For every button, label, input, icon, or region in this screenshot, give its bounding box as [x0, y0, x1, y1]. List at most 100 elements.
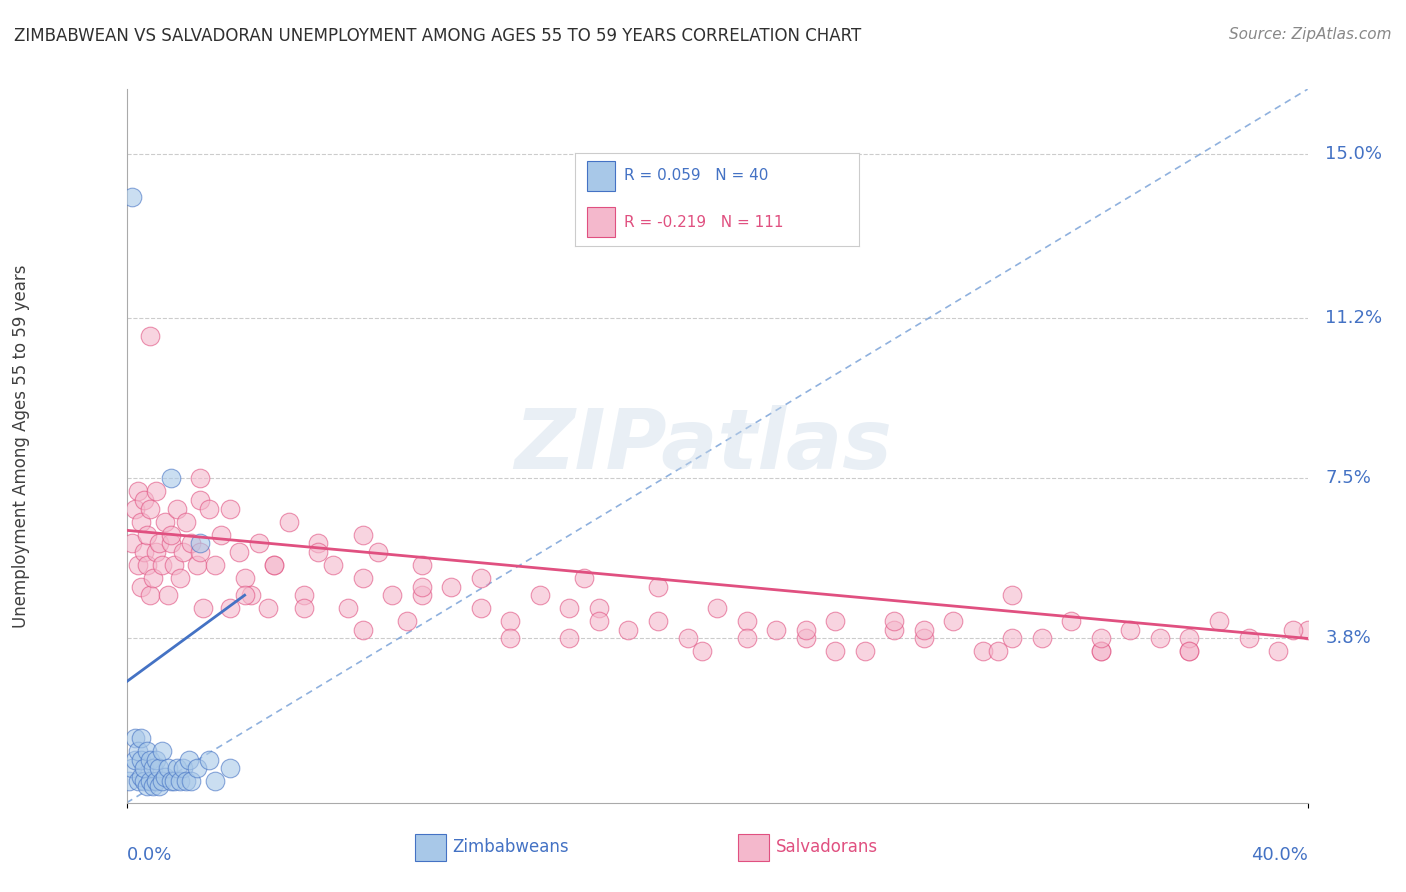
Point — [150, 744, 173, 758]
Point — [180, 536, 202, 550]
Point — [174, 774, 197, 789]
Point — [177, 753, 200, 767]
Point — [134, 774, 156, 789]
Point — [139, 588, 162, 602]
Point — [136, 779, 159, 793]
Point — [233, 588, 256, 602]
Point — [150, 774, 173, 789]
Point — [124, 731, 146, 745]
Point — [219, 761, 242, 775]
Point — [159, 774, 183, 789]
Text: ZIMBABWEAN VS SALVADORAN UNEMPLOYMENT AMONG AGES 55 TO 59 YEARS CORRELATION CHAR: ZIMBABWEAN VS SALVADORAN UNEMPLOYMENT AM… — [14, 27, 862, 45]
Point — [1178, 644, 1201, 658]
Point — [163, 774, 186, 789]
Bar — [586, 207, 614, 237]
Point — [188, 471, 211, 485]
Point — [129, 753, 153, 767]
Point — [352, 527, 374, 541]
Point — [159, 471, 183, 485]
Text: 15.0%: 15.0% — [1326, 145, 1382, 163]
Point — [292, 601, 315, 615]
Point — [278, 515, 301, 529]
Text: Salvadorans: Salvadorans — [776, 838, 879, 856]
Point — [198, 501, 221, 516]
Point — [134, 545, 156, 559]
Point — [127, 558, 149, 572]
Point — [139, 501, 162, 516]
Point — [129, 731, 153, 745]
Text: Unemployment Among Ages 55 to 59 years: Unemployment Among Ages 55 to 59 years — [13, 264, 30, 628]
Point — [574, 571, 596, 585]
Point — [1001, 632, 1024, 646]
Text: 0.0%: 0.0% — [127, 846, 172, 864]
Point — [233, 571, 256, 585]
Point — [186, 761, 208, 775]
Point — [1282, 623, 1305, 637]
Point — [124, 753, 146, 767]
Point — [145, 484, 167, 499]
Point — [219, 601, 242, 615]
Point — [188, 545, 211, 559]
Point — [239, 588, 262, 602]
Point — [381, 588, 404, 602]
Point — [794, 623, 817, 637]
Point — [765, 623, 787, 637]
Point — [853, 644, 876, 658]
Text: R = -0.219   N = 111: R = -0.219 N = 111 — [623, 215, 783, 229]
Point — [136, 558, 159, 572]
Point — [1178, 632, 1201, 646]
Text: ZIPatlas: ZIPatlas — [515, 406, 891, 486]
Point — [148, 779, 170, 793]
Point — [1090, 644, 1112, 658]
Point — [1237, 632, 1260, 646]
Point — [127, 744, 149, 758]
Point — [794, 632, 817, 646]
Point — [134, 493, 156, 508]
Point — [198, 753, 221, 767]
Point — [153, 770, 176, 784]
Point — [159, 536, 183, 550]
Point — [883, 623, 905, 637]
Point — [1119, 623, 1142, 637]
Point — [499, 614, 522, 628]
Point — [1090, 644, 1112, 658]
Bar — [586, 161, 614, 191]
Point — [972, 644, 994, 658]
Point — [193, 601, 215, 615]
Point — [180, 774, 202, 789]
Point — [470, 601, 492, 615]
Point — [735, 614, 758, 628]
Point — [396, 614, 419, 628]
Point — [499, 632, 522, 646]
Point — [912, 623, 935, 637]
Point — [307, 536, 329, 550]
Point — [204, 774, 226, 789]
Text: 11.2%: 11.2% — [1326, 310, 1382, 327]
Point — [411, 588, 433, 602]
Point — [558, 632, 581, 646]
Point — [263, 558, 285, 572]
Point — [159, 527, 183, 541]
Point — [156, 761, 179, 775]
Point — [263, 558, 285, 572]
Point — [558, 601, 581, 615]
Point — [588, 601, 610, 615]
Point — [883, 614, 905, 628]
Point — [139, 774, 162, 789]
Point — [150, 558, 173, 572]
Point — [676, 632, 699, 646]
Point — [247, 536, 270, 550]
Point — [145, 774, 167, 789]
Point — [529, 588, 551, 602]
Point — [617, 623, 640, 637]
Point — [352, 623, 374, 637]
Point — [366, 545, 388, 559]
Point — [166, 761, 188, 775]
Point — [148, 536, 170, 550]
Point — [219, 501, 242, 516]
Point — [706, 601, 728, 615]
Point — [129, 515, 153, 529]
Point — [1060, 614, 1083, 628]
Point — [142, 779, 165, 793]
Text: 7.5%: 7.5% — [1326, 469, 1371, 487]
